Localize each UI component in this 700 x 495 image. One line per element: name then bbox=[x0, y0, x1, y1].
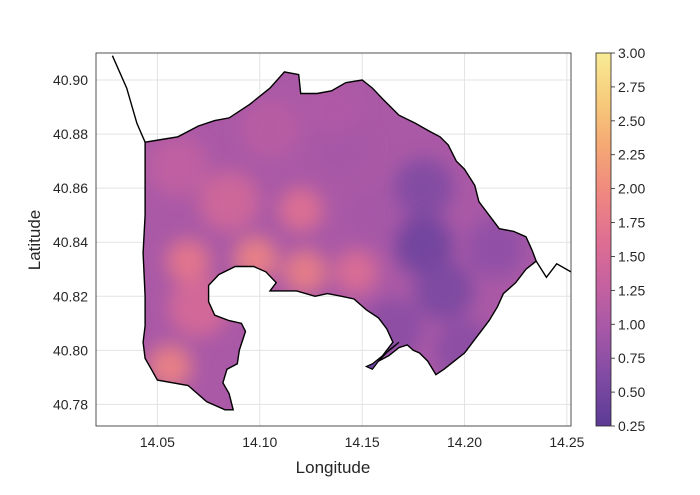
y-tick-label: 40.86 bbox=[53, 180, 88, 196]
colorbar-tick-label: 1.75 bbox=[618, 215, 645, 231]
colorbar-tick-label: 1.00 bbox=[618, 316, 645, 332]
colorbar-tick-label: 1.25 bbox=[618, 282, 645, 298]
islet-boundary bbox=[364, 341, 400, 370]
y-tick-label: 40.78 bbox=[53, 396, 88, 412]
heat-hotspot bbox=[342, 185, 403, 246]
heat-hotspot bbox=[147, 344, 192, 389]
colorbar-tick-label: 2.00 bbox=[618, 181, 645, 197]
y-tick-label: 40.82 bbox=[53, 288, 88, 304]
colorbar-tick-label: 0.50 bbox=[618, 384, 645, 400]
heat-hotspot bbox=[282, 249, 327, 294]
colorbar-tick-label: 2.50 bbox=[618, 113, 645, 129]
x-tick-labels: 14.05 14.10 14.15 14.20 14.25 bbox=[140, 434, 585, 450]
x-tick-label: 14.10 bbox=[242, 434, 277, 450]
heat-hotspot bbox=[334, 249, 379, 294]
coastline-boundary bbox=[142, 71, 538, 411]
heat-hotspot bbox=[414, 260, 475, 321]
y-tick-label: 40.90 bbox=[53, 72, 88, 88]
y-axis-label: Latitude bbox=[25, 210, 44, 271]
colorbar bbox=[595, 52, 612, 427]
colorbar-tick-label: 0.75 bbox=[618, 350, 645, 366]
y-tick-label: 40.88 bbox=[53, 126, 88, 142]
heat-hotspot bbox=[278, 187, 323, 232]
coastline-northwest bbox=[111, 55, 146, 143]
colorbar-tick-labels: 3.00 2.75 2.50 2.25 2.00 1.75 1.50 1.25 1.00 0.75… bbox=[611, 45, 645, 434]
plot-frame bbox=[95, 52, 572, 427]
x-tick-label: 14.25 bbox=[549, 434, 584, 450]
heat-hotspot bbox=[393, 214, 454, 275]
heat-hotspot bbox=[199, 171, 260, 232]
colorbar-tick-label: 2.25 bbox=[618, 147, 645, 163]
heat-hotspot bbox=[465, 217, 526, 278]
heat-hotspot bbox=[240, 98, 301, 159]
coastline-east bbox=[535, 260, 572, 279]
heat-hotspot bbox=[166, 239, 211, 284]
colorbar-tick-label: 1.50 bbox=[618, 248, 645, 264]
heat-hotspot bbox=[393, 158, 454, 219]
x-tick-label: 14.05 bbox=[140, 434, 175, 450]
x-axis-label: Longitude bbox=[296, 458, 371, 477]
colorbar-tick-label: 0.25 bbox=[618, 418, 645, 434]
colorbar-tick-label: 2.75 bbox=[618, 79, 645, 95]
y-tick-label: 40.84 bbox=[53, 234, 88, 250]
x-tick-label: 14.20 bbox=[447, 434, 482, 450]
colorbar-tick-label: 3.00 bbox=[618, 45, 645, 61]
y-tick-label: 40.80 bbox=[53, 342, 88, 358]
x-tick-label: 14.15 bbox=[345, 434, 380, 450]
heat-hotspot bbox=[147, 136, 208, 197]
y-tick-labels: 40.78 40.80 40.82 40.84 40.86 40.88 40.90 bbox=[53, 72, 88, 412]
